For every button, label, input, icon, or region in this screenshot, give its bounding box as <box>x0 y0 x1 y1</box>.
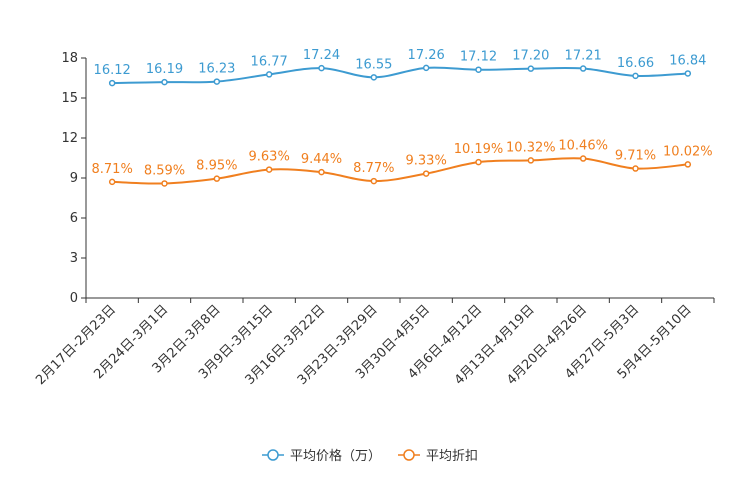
data-point[interactable] <box>632 72 639 80</box>
data-point[interactable] <box>684 70 692 77</box>
data-label: 8.95% <box>196 159 237 174</box>
data-label: 10.32% <box>506 140 556 155</box>
data-label: 17.26 <box>408 48 445 63</box>
data-point[interactable] <box>527 157 535 164</box>
data-point[interactable] <box>265 71 273 78</box>
y-tick-label: 3 <box>70 251 78 266</box>
legend-label: 平均折扣 <box>426 449 478 464</box>
data-label: 9.33% <box>406 154 447 169</box>
data-label: 16.23 <box>198 62 235 77</box>
data-label: 17.24 <box>303 48 340 63</box>
legend[interactable]: 平均价格（万） 平均折扣 <box>262 448 478 464</box>
data-label: 8.59% <box>144 163 185 178</box>
series-line <box>112 157 688 185</box>
data-point[interactable] <box>161 180 168 187</box>
data-label: 8.77% <box>353 161 394 176</box>
y-tick-label: 0 <box>70 291 78 306</box>
data-label: 17.12 <box>460 50 497 65</box>
data-point[interactable] <box>318 64 325 72</box>
data-point[interactable] <box>632 165 639 172</box>
data-label: 17.21 <box>565 49 602 64</box>
data-point[interactable] <box>108 79 116 87</box>
data-point[interactable] <box>422 64 430 72</box>
data-point[interactable] <box>161 78 168 86</box>
data-label: 16.77 <box>251 54 288 69</box>
data-label: 9.63% <box>249 150 290 165</box>
legend-marker-icon <box>267 449 279 461</box>
data-point[interactable] <box>422 170 430 177</box>
data-point[interactable] <box>265 166 273 173</box>
data-label: 16.84 <box>669 53 706 68</box>
axes: 03691215182月17日-2月23日2月24日-3月1日3月2日-3月8日… <box>33 51 715 388</box>
y-tick-label: 15 <box>61 91 78 106</box>
data-point[interactable] <box>213 78 221 85</box>
y-tick-label: 6 <box>70 211 78 226</box>
series-line <box>112 66 688 85</box>
data-point[interactable] <box>475 66 482 73</box>
data-label: 9.44% <box>301 152 342 167</box>
data-point[interactable] <box>108 178 116 186</box>
data-label: 16.55 <box>355 57 392 72</box>
data-label: 10.46% <box>558 139 608 154</box>
data-point[interactable] <box>527 65 535 72</box>
data-label: 17.20 <box>512 49 549 64</box>
series-layer: 16.12 16.19 16.23 16.77 17.24 16.55 17.26 17.12… <box>92 48 713 187</box>
legend-marker-icon <box>403 449 415 461</box>
legend-item-1[interactable]: 平均价格（万） <box>262 448 381 464</box>
series-1: 16.12 16.19 16.23 16.77 17.24 16.55 17.26 17.12… <box>94 48 706 87</box>
data-point[interactable] <box>579 65 587 72</box>
data-point[interactable] <box>213 175 221 182</box>
data-point[interactable] <box>579 155 587 162</box>
legend-item-2[interactable]: 平均折扣 <box>398 449 478 464</box>
y-tick-label: 18 <box>61 51 78 66</box>
y-tick-label: 9 <box>70 171 78 186</box>
data-label: 10.19% <box>454 142 504 157</box>
data-label: 10.02% <box>663 144 713 159</box>
data-point[interactable] <box>684 161 692 168</box>
series-2: 8.71% 8.59% 8.95% 9.63% 9.44% 8.77% 9.33% 10.19… <box>92 139 713 187</box>
data-label: 8.71% <box>92 162 133 177</box>
data-point[interactable] <box>475 158 482 166</box>
data-point[interactable] <box>318 168 325 176</box>
data-label: 16.19 <box>146 62 183 77</box>
y-tick-label: 12 <box>61 131 78 146</box>
data-point[interactable] <box>370 177 378 185</box>
data-label: 16.12 <box>94 63 131 78</box>
data-label: 9.71% <box>615 149 656 164</box>
legend-label: 平均价格（万） <box>290 448 381 464</box>
data-label: 16.66 <box>617 56 654 71</box>
data-point[interactable] <box>370 74 378 81</box>
